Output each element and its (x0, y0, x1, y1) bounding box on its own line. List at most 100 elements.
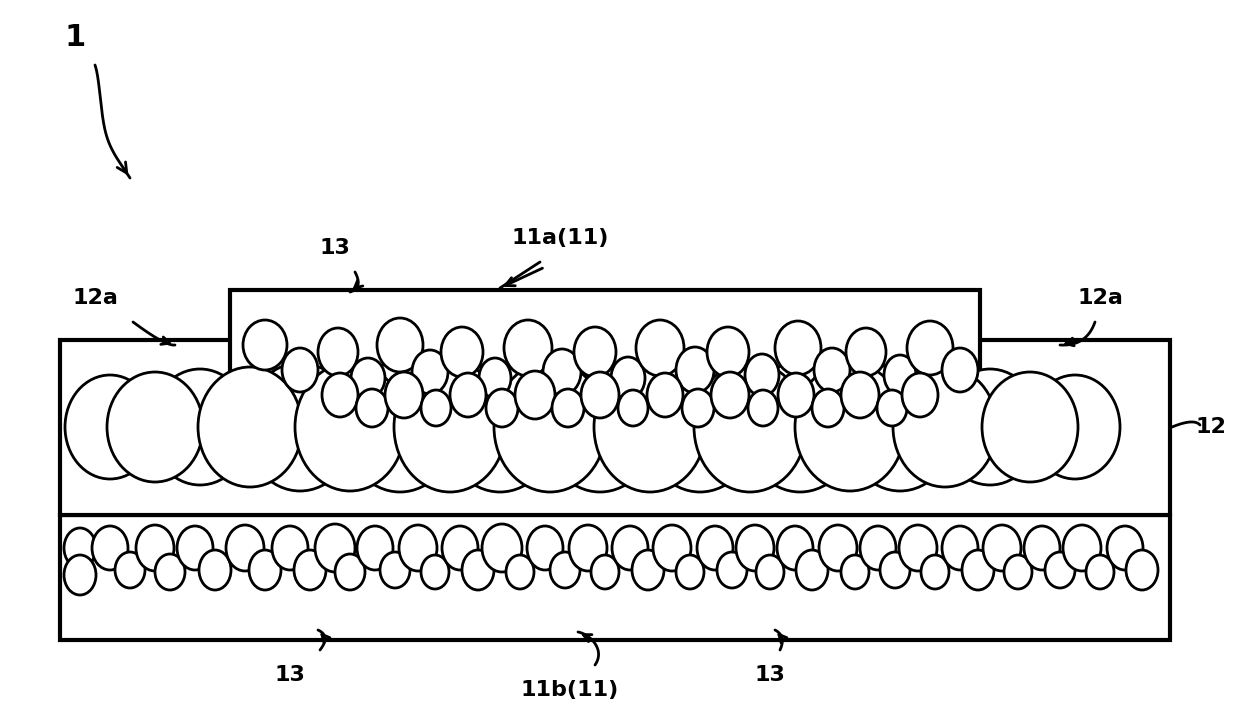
Ellipse shape (611, 357, 645, 399)
Ellipse shape (177, 526, 213, 570)
Ellipse shape (942, 348, 978, 392)
Ellipse shape (64, 528, 95, 568)
Bar (60, 340, 1171, 515)
Ellipse shape (697, 526, 733, 570)
Ellipse shape (543, 349, 582, 395)
Ellipse shape (527, 526, 563, 570)
Ellipse shape (482, 524, 522, 572)
Ellipse shape (343, 362, 456, 492)
Ellipse shape (441, 526, 477, 570)
Ellipse shape (775, 321, 821, 375)
Ellipse shape (632, 550, 663, 590)
Ellipse shape (64, 555, 95, 595)
Ellipse shape (422, 390, 451, 426)
Ellipse shape (647, 373, 683, 417)
Ellipse shape (884, 355, 916, 395)
Ellipse shape (115, 552, 145, 588)
Ellipse shape (136, 525, 174, 571)
Ellipse shape (249, 550, 281, 590)
Ellipse shape (569, 525, 608, 571)
Ellipse shape (412, 350, 448, 394)
Text: 12: 12 (1195, 417, 1226, 437)
Ellipse shape (795, 363, 905, 491)
Text: 1: 1 (64, 24, 86, 52)
Ellipse shape (1107, 526, 1143, 570)
Ellipse shape (796, 550, 828, 590)
Ellipse shape (272, 526, 308, 570)
Ellipse shape (552, 389, 584, 427)
Ellipse shape (384, 372, 423, 418)
Ellipse shape (983, 525, 1021, 571)
Ellipse shape (450, 373, 486, 417)
Ellipse shape (813, 348, 849, 392)
Ellipse shape (756, 555, 784, 589)
Ellipse shape (150, 369, 250, 485)
Ellipse shape (921, 555, 949, 589)
Ellipse shape (357, 526, 393, 570)
Ellipse shape (315, 524, 355, 572)
Ellipse shape (711, 372, 749, 418)
Ellipse shape (295, 363, 405, 491)
Ellipse shape (1126, 550, 1158, 590)
Ellipse shape (317, 328, 358, 376)
Ellipse shape (399, 525, 436, 571)
Ellipse shape (748, 390, 777, 426)
Ellipse shape (377, 318, 423, 372)
Text: 13: 13 (320, 238, 351, 258)
Ellipse shape (479, 358, 511, 398)
Ellipse shape (906, 321, 954, 375)
Text: 13: 13 (274, 665, 305, 685)
Text: 12a: 12a (72, 288, 118, 308)
Ellipse shape (707, 327, 749, 377)
Ellipse shape (636, 320, 684, 376)
Ellipse shape (198, 550, 231, 590)
Ellipse shape (379, 552, 410, 588)
Ellipse shape (515, 371, 556, 419)
Ellipse shape (899, 525, 937, 571)
Ellipse shape (818, 525, 857, 571)
Ellipse shape (92, 526, 128, 570)
Ellipse shape (494, 362, 606, 492)
Ellipse shape (613, 526, 649, 570)
Ellipse shape (322, 373, 358, 417)
Ellipse shape (676, 555, 704, 589)
Ellipse shape (281, 348, 317, 392)
Ellipse shape (64, 375, 155, 479)
Ellipse shape (107, 372, 203, 482)
Ellipse shape (1045, 552, 1075, 588)
Ellipse shape (644, 362, 756, 492)
Ellipse shape (901, 373, 937, 417)
Ellipse shape (503, 320, 552, 376)
Ellipse shape (394, 362, 506, 492)
Ellipse shape (861, 526, 897, 570)
Ellipse shape (544, 362, 656, 492)
Ellipse shape (694, 362, 806, 492)
Ellipse shape (846, 328, 887, 376)
Ellipse shape (1063, 525, 1101, 571)
Ellipse shape (777, 373, 813, 417)
Ellipse shape (582, 372, 619, 418)
Ellipse shape (486, 389, 518, 427)
Ellipse shape (618, 390, 649, 426)
Ellipse shape (591, 555, 619, 589)
Ellipse shape (351, 358, 384, 398)
Text: 13: 13 (755, 665, 785, 685)
Ellipse shape (812, 389, 844, 427)
Ellipse shape (841, 555, 869, 589)
Ellipse shape (982, 372, 1078, 482)
Ellipse shape (506, 555, 534, 589)
Ellipse shape (594, 362, 706, 492)
Text: 11a(11): 11a(11) (511, 228, 609, 248)
Text: 12a: 12a (1078, 288, 1123, 308)
Ellipse shape (1086, 555, 1114, 589)
Ellipse shape (155, 554, 185, 590)
Ellipse shape (841, 372, 879, 418)
Ellipse shape (717, 552, 746, 588)
Ellipse shape (444, 362, 556, 492)
Ellipse shape (243, 320, 286, 370)
Ellipse shape (940, 369, 1040, 485)
Ellipse shape (745, 354, 779, 396)
Ellipse shape (294, 550, 326, 590)
Ellipse shape (441, 327, 484, 377)
Ellipse shape (1004, 555, 1032, 589)
